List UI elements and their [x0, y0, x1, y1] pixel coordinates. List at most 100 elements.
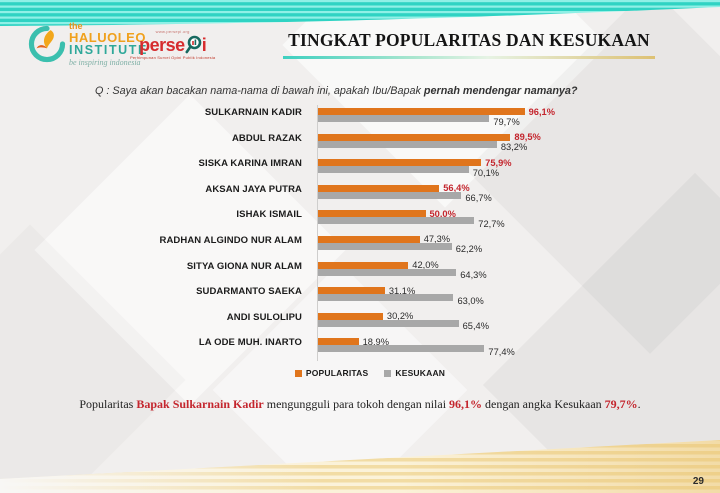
popularitas-bar: 96,1% — [318, 107, 555, 117]
kesukaan-value: 70,1% — [472, 167, 500, 178]
persepi-logo: www.persepi.org perse i Perhimpunan Surv… — [130, 30, 215, 60]
question-prefix: Q : Saya akan bacakan nama-nama di bawah… — [95, 85, 424, 97]
footer-text: . — [637, 397, 641, 411]
haluoleo-name: HALUOLEO — [69, 30, 146, 45]
popularitas-bar: 31,1% — [318, 286, 415, 296]
persepi-subtitle: Perhimpunan Survei Opini Publik Indonesi… — [130, 55, 216, 60]
title-underline — [283, 56, 655, 59]
chart-row: LA ODE MUH. INARTO 18,9% 77,4% — [95, 335, 645, 361]
chart-row: ABDUL RAZAK 89,5% 83,2% — [95, 131, 645, 157]
category-label: SULKARNAIN KADIR — [204, 107, 302, 118]
kesukaan-value: 65,4% — [462, 321, 489, 332]
legend-label-popularitas: POPULARITAS — [305, 368, 369, 378]
popularitas-bar: 47,3% — [318, 234, 450, 244]
haluoleo-institute: INSTITUTE — [69, 43, 148, 57]
kesukaan-bar: 77,4% — [318, 345, 515, 357]
chart-row: SUDARMANTO SAEKA 31,1% 63,0% — [95, 284, 645, 310]
kesukaan-value: 66,7% — [465, 193, 492, 204]
haluoleo-the: the — [69, 21, 83, 31]
chart-row: RADHAN ALGINDO NUR ALAM 47,3% 62,2% — [95, 233, 645, 259]
category-label: RADHAN ALGINDO NUR ALAM — [159, 234, 302, 246]
kesukaan-bar: 62,2% — [318, 242, 482, 254]
haluoleo-logo: the HALUOLEO INSTITUTE be inspiring indo… — [28, 22, 148, 67]
category-label: AKSAN JAYA PUTRA — [205, 183, 302, 195]
footer-note: Popularitas Bapak Sulkarnain Kadir mengu… — [0, 397, 720, 412]
category-label: LA ODE MUH. INARTO — [198, 337, 302, 349]
kesukaan-value: 63,0% — [457, 295, 484, 306]
top-teal-band — [0, 0, 720, 26]
kesukaan-value: 62,2% — [455, 244, 483, 255]
magnifier-icon — [185, 35, 201, 54]
kesukaan-value: 77,4% — [488, 346, 515, 357]
bar-chart: SULKARNAIN KADIR 96,1% 79,7% ABDUL RAZAK 89,… — [95, 105, 645, 395]
footer-text: dengan angka Kesukaan — [482, 397, 605, 411]
kesukaan-bar: 70,1% — [318, 166, 499, 178]
legend-label-kesukaan: KESUKAAN — [395, 368, 446, 378]
kesukaan-bar: 63,0% — [318, 294, 484, 306]
kesukaan-bar: 65,4% — [318, 319, 489, 331]
popularitas-bar: 50,0% — [318, 209, 456, 219]
footer-text: Popularitas — [79, 397, 137, 411]
persepi-text-left: perse — [139, 35, 185, 55]
popularitas-bar: 75,9% — [318, 158, 512, 168]
kesukaan-bar: 64,3% — [318, 268, 487, 280]
chart-legend: POPULARITAS KESUKAAN — [95, 368, 645, 378]
popularitas-bar: 42,0% — [318, 260, 439, 270]
kesukaan-bar: 79,7% — [318, 115, 520, 127]
survey-question: Q : Saya akan bacakan nama-nama di bawah… — [95, 85, 578, 97]
chart-row: ANDI SULOLIPU 30,2% 65,4% — [95, 310, 645, 336]
haluoleo-tagline: be inspiring indonesia — [69, 57, 141, 67]
chart-rows: SULKARNAIN KADIR 96,1% 79,7% ABDUL RAZAK 89,… — [95, 105, 645, 361]
chart-axis-line — [317, 105, 318, 361]
popularitas-value: 30,2% — [386, 311, 414, 322]
haluoleo-logo-icon — [28, 25, 66, 63]
category-label: ABDUL RAZAK — [231, 132, 302, 144]
popularitas-swatch-icon — [294, 369, 302, 377]
chart-row: AKSAN JAYA PUTRA 56,4% 66,7% — [95, 182, 645, 208]
footer-highlight: 96,1% — [449, 397, 483, 411]
question-bold: pernah mendengar namanya? — [423, 85, 578, 97]
kesukaan-value: 79,7% — [493, 116, 520, 127]
chart-row: SULKARNAIN KADIR 96,1% 79,7% — [95, 105, 645, 131]
chart-row: SITYA GIONA NUR ALAM 42,0% 64,3% — [95, 259, 645, 285]
persepi-url: www.persepi.org — [155, 29, 190, 34]
footer-highlight: Bapak Sulkarnain Kadir — [136, 397, 264, 411]
chart-row: ISHAK ISMAIL 50,0% 72,7% — [95, 207, 645, 233]
kesukaan-swatch-icon — [384, 369, 392, 377]
popularitas-value: 50,0% — [429, 208, 456, 219]
kesukaan-value: 83,2% — [500, 142, 528, 153]
chart-row: SISKA KARINA IMRAN 75,9% 70,1% — [95, 156, 645, 182]
title-block: TINGKAT POPULARITAS DAN KESUKAAN — [283, 30, 655, 59]
popularitas-value: 89,5% — [514, 132, 541, 143]
popularitas-bar: 18,9% — [318, 337, 389, 347]
footer-text: mengungguli para tokoh dengan nilai — [263, 397, 450, 411]
page-number: 29 — [692, 476, 704, 487]
kesukaan-bar: 83,2% — [318, 140, 527, 152]
popularitas-value: 47,3% — [423, 234, 451, 245]
bottom-gold-band — [0, 440, 720, 493]
kesukaan-value: 64,3% — [460, 270, 487, 281]
popularitas-bar: 30,2% — [318, 311, 413, 321]
page-title: TINGKAT POPULARITAS DAN KESUKAAN — [288, 30, 650, 50]
footer-highlight: 79,7% — [604, 397, 638, 411]
popularitas-value: 75,9% — [485, 157, 512, 168]
category-label: ISHAK ISMAIL — [236, 209, 302, 221]
header: the HALUOLEO INSTITUTE be inspiring indo… — [0, 20, 720, 80]
popularitas-value: 56,4% — [443, 183, 470, 194]
persepi-text-right: i — [201, 35, 207, 55]
legend-item-kesukaan: KESUKAAN — [384, 368, 445, 378]
legend-item-popularitas: POPULARITAS — [294, 368, 369, 378]
popularitas-bar: 56,4% — [318, 183, 470, 193]
popularitas-value: 96,1% — [528, 106, 555, 117]
category-label: SISKA KARINA IMRAN — [198, 158, 302, 170]
haluoleo-logo-text: the HALUOLEO INSTITUTE be inspiring indo… — [69, 22, 148, 67]
category-label: ANDI SULOLIPU — [226, 311, 302, 323]
popularitas-value: 18,9% — [362, 336, 389, 347]
popularitas-bar: 89,5% — [318, 132, 541, 142]
kesukaan-bar: 66,7% — [318, 191, 492, 203]
kesukaan-value: 72,7% — [478, 218, 505, 229]
category-label: SUDARMANTO SAEKA — [196, 286, 302, 298]
kesukaan-bar: 72,7% — [318, 217, 505, 229]
popularitas-value: 31,1% — [388, 285, 416, 296]
